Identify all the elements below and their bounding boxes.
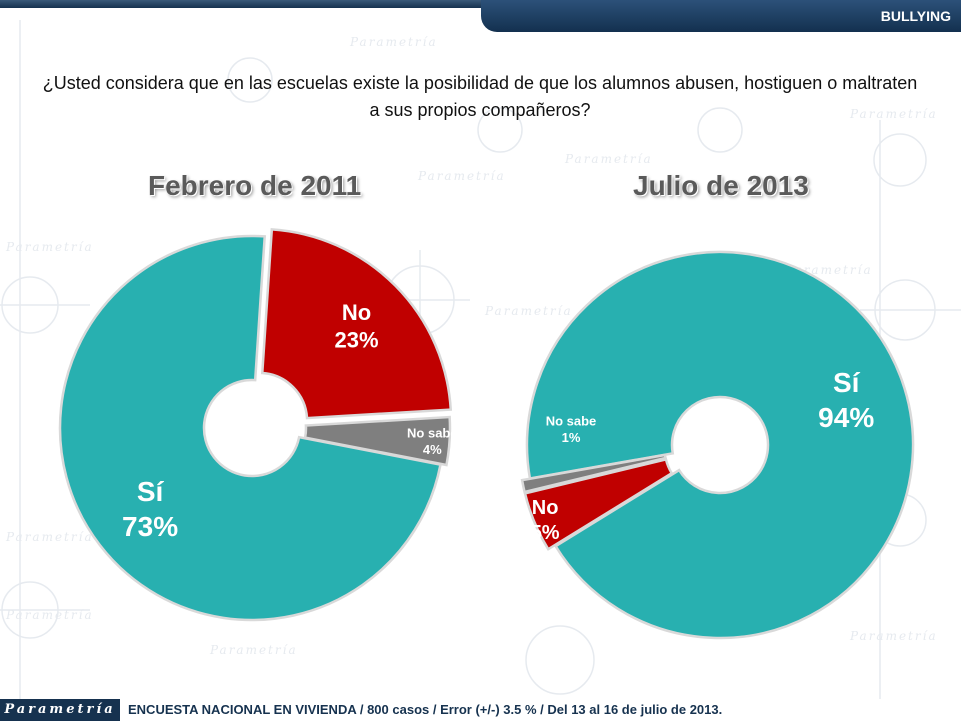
slice-no-sabe-2011 <box>303 415 452 467</box>
slice-value-no-2013: 5% <box>531 522 560 544</box>
watermark-text: Parametría <box>209 643 298 657</box>
slice-value-no-sabe-2011: 4% <box>423 442 442 457</box>
slice-no-sabe-2013 <box>520 453 668 494</box>
slice-si-2011 <box>58 234 442 622</box>
slice-no-2013 <box>523 457 674 551</box>
slice-label-no-sabe-2013: No sabe <box>546 414 597 429</box>
slice-no-2011 <box>260 228 453 420</box>
top-bar <box>0 0 961 8</box>
section-label: BULLYING <box>880 8 951 24</box>
watermark-text: Parametría <box>849 107 938 121</box>
footer: Parametría ENCUESTA NACIONAL EN VIVIENDA… <box>0 699 961 721</box>
slice-value-no-2011: 23% <box>334 328 378 353</box>
slice-label-si-2011: Sí <box>137 476 165 507</box>
slice-label-no-2013: No <box>532 497 559 519</box>
slice-label-no-sabe-2011: No sabe <box>407 426 458 441</box>
watermark-text: Parametría <box>484 304 573 318</box>
slice-si-2013 <box>525 250 915 640</box>
watermark-text: Parametría <box>417 169 506 183</box>
slice-value-si-2011: 73% <box>122 511 178 542</box>
watermark-text: Parametría <box>5 530 94 544</box>
slice-value-si-2013: 94% <box>818 402 874 433</box>
watermark-text: Parametría <box>849 629 938 643</box>
watermark-text: Parametría <box>349 35 438 49</box>
chart-title-2013: Julio de 2013 <box>633 170 809 201</box>
chart-title-2011: Febrero de 2011 <box>148 170 362 201</box>
watermark-text: Parametría <box>5 608 94 622</box>
slice-label-no-2011: No <box>342 300 371 325</box>
section-tab: BULLYING <box>481 0 961 32</box>
watermark-text: Parametría <box>564 152 653 166</box>
slice-label-si-2013: Sí <box>833 367 861 398</box>
survey-question: ¿Usted considera que en las escuelas exi… <box>42 73 918 120</box>
watermark-text: Parametría <box>5 240 94 254</box>
footer-brand-logo: Parametría <box>0 699 120 721</box>
slice-value-no-sabe-2013: 1% <box>562 430 581 445</box>
footer-survey-note: ENCUESTA NACIONAL EN VIVIENDA / 800 caso… <box>128 702 723 717</box>
